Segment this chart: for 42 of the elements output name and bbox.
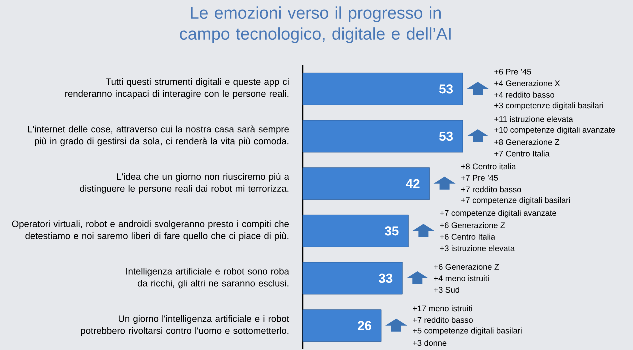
y-tick-label: L'internet delle cose, attraverso cui la nostra casa sarà sempre più in grado di gestirsi da sola, ci renderà la vita più comoda. xyxy=(28,126,290,146)
text: +4 Generazione X xyxy=(494,80,560,86)
annotation: +3 donne xyxy=(413,340,447,346)
annotation: +6 Centro Italia xyxy=(440,234,496,240)
y-tick-label: Operatori virtuali, robot e androidi svolgeranno presto i compiti che detestiamo e noi saremo liberi di fare quello che ci piace di più. xyxy=(12,220,290,242)
bar xyxy=(302,214,409,248)
annotation: +3 istruzione elevata xyxy=(440,245,516,252)
annotation: +7 reddito basso xyxy=(413,317,473,324)
y-tick-label: Tutti questi strumenti digitali e queste app ci renderanno incapaci di interagire con le persone reali. xyxy=(66,78,289,99)
y-tick-label: L'idea che un giorno non riusciremo più a distinguere le persone reali dai robot mi terrorizza. xyxy=(80,173,290,194)
text: +8 Generazione Z xyxy=(494,139,560,146)
annotation: +6 Generazione Z xyxy=(434,264,500,270)
y-tick-label: Intelligenza artificiale e robot sono roba da ricchi, gli altri ne saranno esclusi. xyxy=(126,268,290,289)
text: +11 istruzione elevata xyxy=(494,116,574,122)
text: +10 competenze digitali avanzate xyxy=(494,126,616,135)
annotation: +7 reddito basso xyxy=(461,186,522,193)
bar xyxy=(302,262,403,295)
text: +4 reddito basso xyxy=(494,92,554,98)
annotation: +6 Generazione Z xyxy=(440,222,506,228)
text: +3 competenze digitali basilari xyxy=(494,102,604,110)
bar xyxy=(302,310,382,342)
chart-title: Le emozioni verso il progresso in campo tecnologico, digitale e dell’AI xyxy=(180,6,451,44)
data-label: 53 xyxy=(439,132,454,142)
bar xyxy=(302,120,464,153)
annotation: +4 meno istruiti xyxy=(434,276,489,282)
bar xyxy=(302,72,464,106)
data-label: 42 xyxy=(406,179,420,188)
data-label: 26 xyxy=(358,321,372,330)
annotation: +3 Sud xyxy=(434,287,460,293)
annotation: +7 Pre ’45 xyxy=(461,175,498,181)
text: +7 Centro Italia xyxy=(494,150,550,157)
data-label: 35 xyxy=(385,226,399,236)
annotation: +17 meno istruiti xyxy=(413,306,472,312)
annotation: +8 Centro italia xyxy=(461,164,516,170)
y-tick-label: Un giorno l'intelligenza artificiale e i robot potrebbero rivoltarsi contro l'uomo e sottometterlo. xyxy=(81,315,290,336)
data-label: 33 xyxy=(379,274,393,284)
data-label: 53 xyxy=(439,84,454,94)
text: +6 Pre ’45 xyxy=(494,69,532,75)
bar xyxy=(302,168,430,200)
annotation: +7 competenze digitali basilari xyxy=(461,197,570,205)
annotation: +7 competenze digitali avanzate xyxy=(440,210,556,218)
annotation: +5 competenze digitali basilari xyxy=(413,328,522,336)
